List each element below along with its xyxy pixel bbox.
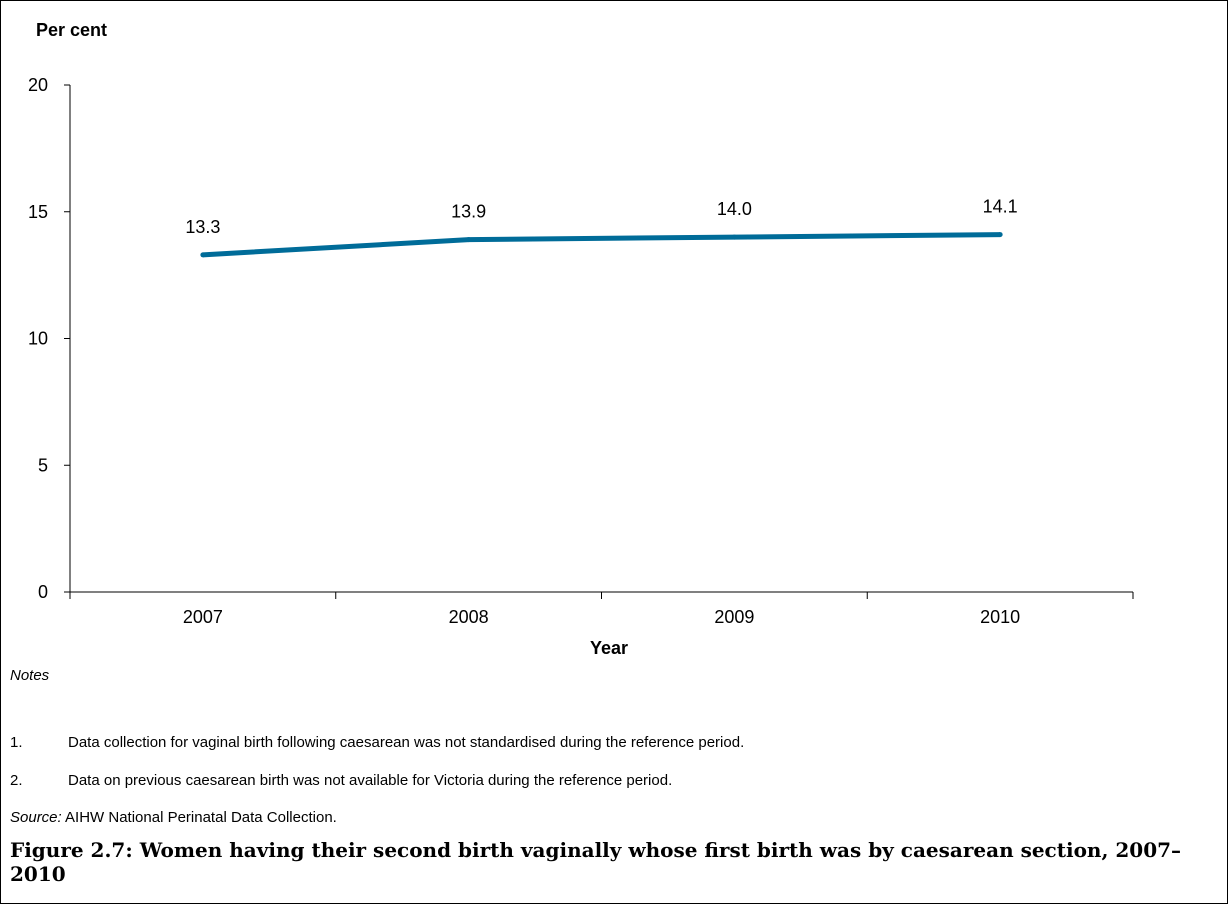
data-label: 14.0 bbox=[717, 199, 752, 219]
data-labels: 13.3 13.9 14.0 14.1 bbox=[185, 197, 1017, 237]
source-label: Source: bbox=[10, 809, 62, 826]
data-label: 13.9 bbox=[451, 202, 486, 222]
data-point bbox=[731, 234, 737, 240]
note-text: Data on previous caesarean birth was not… bbox=[68, 772, 673, 789]
note-number: 2. bbox=[10, 772, 23, 789]
data-point bbox=[466, 237, 472, 243]
y-tick-label: 5 bbox=[38, 455, 48, 475]
y-tick-label: 0 bbox=[38, 582, 48, 602]
axis-ticks: 0 5 10 15 20 2007 2008 2009 2010 bbox=[28, 75, 1134, 627]
series-group bbox=[200, 232, 1003, 258]
data-point bbox=[997, 232, 1003, 238]
note-1: 1. Data collection for vaginal birth foll… bbox=[10, 734, 744, 751]
x-tick-label: 2008 bbox=[449, 607, 489, 627]
data-label: 14.1 bbox=[983, 197, 1018, 217]
y-tick-label: 20 bbox=[28, 75, 48, 95]
axes bbox=[69, 85, 1133, 593]
source-text: AIHW National Perinatal Data Collection. bbox=[61, 809, 337, 826]
y-tick-label: 15 bbox=[28, 202, 48, 222]
x-tick-label: 2009 bbox=[714, 607, 754, 627]
note-number: 1. bbox=[10, 734, 23, 751]
x-tick-label: 2007 bbox=[183, 607, 223, 627]
line-chart: 0 5 10 15 20 2007 2008 2009 2010 13.3 13.9 14.0 14.… bbox=[28, 75, 1134, 627]
data-label: 13.3 bbox=[185, 217, 220, 237]
figure-caption: Figure 2.7: Women having their second bi… bbox=[10, 838, 1182, 886]
y-axis-title: Per cent bbox=[36, 20, 108, 40]
series-line bbox=[202, 232, 1001, 258]
note-text: Data collection for vaginal birth follow… bbox=[68, 734, 745, 751]
source-line: Source: AIHW National Perinatal Data Col… bbox=[10, 809, 337, 826]
data-point bbox=[200, 252, 206, 258]
x-tick-label: 2010 bbox=[980, 607, 1020, 627]
notes-heading: Notes bbox=[10, 667, 50, 684]
x-axis-title: Year bbox=[589, 638, 629, 658]
y-tick-label: 10 bbox=[28, 329, 48, 349]
note-2: 2. Data on previous caesarean birth was n… bbox=[10, 772, 672, 789]
